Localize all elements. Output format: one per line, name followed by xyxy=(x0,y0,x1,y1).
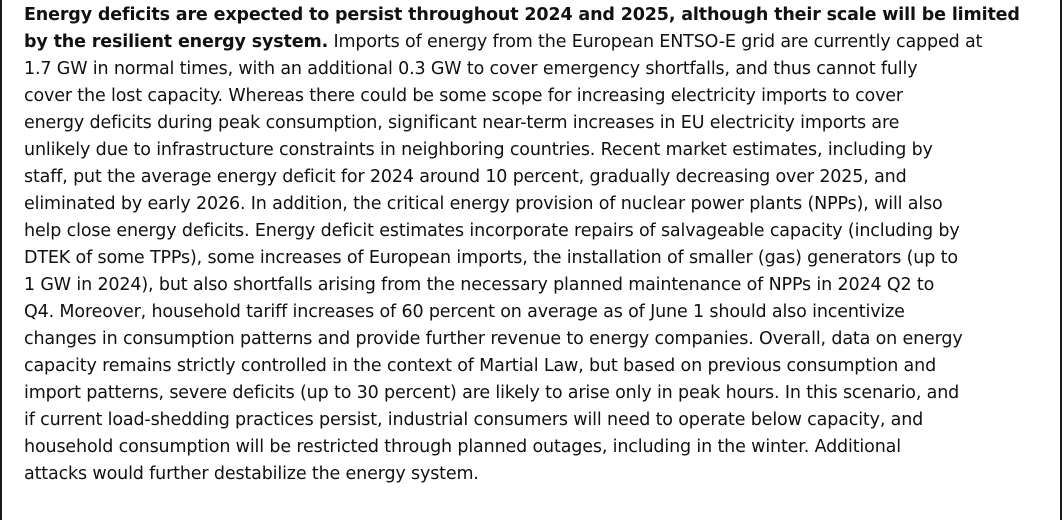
text-line: by the resilient energy system. Imports … xyxy=(24,29,1058,56)
text-line: Q4. Moreover, household tariff increases… xyxy=(24,302,905,322)
text-line: staff, put the average energy deficit fo… xyxy=(24,167,907,187)
text-line: DTEK of some TPPs), some increases of Eu… xyxy=(24,248,958,268)
text-line: Energy deficits are expected to persist … xyxy=(24,2,1058,29)
lead-sentence-part: Energy deficits are expected to persist … xyxy=(24,5,1020,25)
text-line: help close energy deficits. Energy defic… xyxy=(24,221,960,241)
text-line: energy deficits during peak consumption,… xyxy=(24,113,900,133)
body-paragraph: Energy deficits are expected to persist … xyxy=(24,2,1058,488)
line-text: Imports of energy from the European ENTS… xyxy=(328,32,983,52)
text-line: changes in consumption patterns and prov… xyxy=(24,329,963,349)
text-line: unlikely due to infrastructure constrain… xyxy=(24,140,933,160)
lead-sentence-part: by the resilient energy system. xyxy=(24,32,329,52)
text-line: attacks would further destabilize the en… xyxy=(24,464,479,484)
text-line: cover the lost capacity. Whereas there c… xyxy=(24,86,903,106)
text-line: 1 GW in 2024), but also shortfalls arisi… xyxy=(24,275,935,295)
text-line: eliminated by early 2026. In addition, t… xyxy=(24,194,943,214)
text-line: 1.7 GW in normal times, with an addition… xyxy=(24,59,918,79)
text-line: import patterns, severe deficits (up to … xyxy=(24,383,960,403)
text-line: household consumption will be restricted… xyxy=(24,437,901,457)
text-line: if current load-shedding practices persi… xyxy=(24,410,924,430)
text-line: capacity remains strictly controlled in … xyxy=(24,356,937,376)
